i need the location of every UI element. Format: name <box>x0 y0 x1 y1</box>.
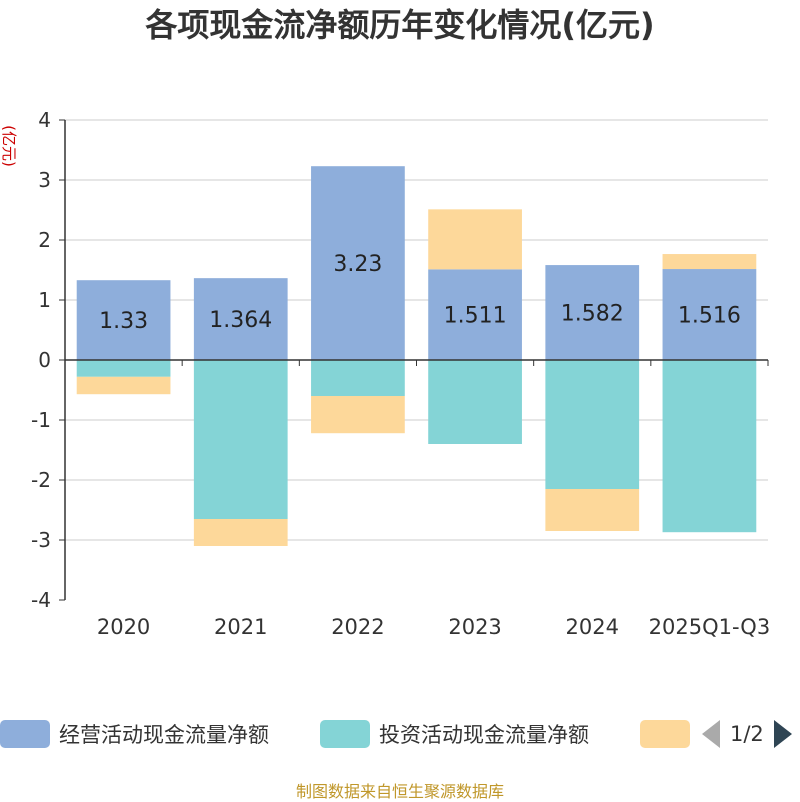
x-tick-label: 2025Q1-Q3 <box>649 615 771 639</box>
bar-operating-3[interactable] <box>428 269 522 360</box>
y-axis-label: (亿元) <box>0 125 18 167</box>
x-tick-label: 2021 <box>214 615 267 639</box>
x-tick-label: 2023 <box>448 615 501 639</box>
bar-operating-5[interactable] <box>662 269 757 360</box>
legend-next-page-icon[interactable] <box>773 720 792 748</box>
y-tick-label: 2 <box>38 228 51 252</box>
bar-investing-4[interactable] <box>545 360 640 489</box>
grid-layer <box>65 119 768 541</box>
legend-label-investing: 投资活动现金流量净额 <box>379 723 589 747</box>
y-tick-label: 3 <box>38 168 51 192</box>
y-tick-label: 1 <box>38 288 51 312</box>
legend-swatch-financing <box>640 720 690 748</box>
data-label-operating-5: 1.516 <box>678 304 741 329</box>
data-label-operating-3: 1.511 <box>444 304 507 329</box>
data-label-operating-2: 3.23 <box>333 252 382 277</box>
axis-layer: 4 3 2 1 0 -1 -2 -3 -4 2020 2021 2022 2023 2024 2025Q1-… <box>31 108 770 639</box>
bar-financing-1[interactable] <box>193 519 288 546</box>
y-tick-label: -3 <box>31 528 51 552</box>
labels-layer: 1.33 1.364 3.23 1.511 1.582 1.516 <box>99 252 741 334</box>
bar-investing-1[interactable] <box>193 360 288 519</box>
legend-item-financing[interactable] <box>640 716 690 752</box>
bar-financing-3[interactable] <box>428 209 522 270</box>
x-tick-label: 2020 <box>97 615 150 639</box>
chart-canvas: 各项现金流净额历年变化情况(亿元) (亿元) 4 3 2 1 0 -1 -2 -3 -4 2020… <box>0 6 770 639</box>
legend-swatch-operating <box>0 720 50 748</box>
y-tick-label: 0 <box>38 348 51 372</box>
bar-investing-0[interactable] <box>76 360 171 377</box>
bar-financing-0[interactable] <box>76 376 171 395</box>
data-label-operating-1: 1.364 <box>209 308 272 333</box>
y-tick-label: 4 <box>38 108 51 132</box>
legend: 经营活动现金流量净额 投资活动现金流量净额 1/2 <box>0 716 800 752</box>
y-tick-label: -2 <box>31 468 51 492</box>
bar-operating-1[interactable] <box>193 278 288 360</box>
legend-pager: 1/2 <box>702 716 792 752</box>
bar-investing-2[interactable] <box>311 360 405 396</box>
bar-investing-3[interactable] <box>428 360 522 444</box>
legend-label-operating: 经营活动现金流量净额 <box>59 723 269 747</box>
x-tick-label: 2022 <box>331 615 384 639</box>
legend-prev-page-icon[interactable] <box>702 720 720 748</box>
x-tick-label: 2024 <box>566 615 619 639</box>
bar-financing-4[interactable] <box>545 489 640 531</box>
legend-page-indicator: 1/2 <box>730 722 764 746</box>
data-label-operating-4: 1.582 <box>561 302 624 327</box>
bar-operating-0[interactable] <box>76 280 171 360</box>
bar-operating-2[interactable] <box>311 166 405 360</box>
bar-operating-4[interactable] <box>545 265 640 360</box>
bars-layer <box>76 166 757 546</box>
bar-financing-5[interactable] <box>662 254 757 270</box>
chart-title: 各项现金流净额历年变化情况(亿元) <box>145 6 654 44</box>
data-label-operating-0: 1.33 <box>99 309 148 334</box>
bar-financing-2[interactable] <box>311 396 405 434</box>
y-tick-label: -1 <box>31 408 51 432</box>
bar-investing-5[interactable] <box>662 360 757 533</box>
legend-item-operating[interactable]: 经营活动现金流量净额 <box>0 716 269 752</box>
y-tick-label: -4 <box>31 588 51 612</box>
legend-item-investing[interactable]: 投资活动现金流量净额 <box>320 716 589 752</box>
source-footer: 制图数据来自恒生聚源数据库 <box>295 782 504 801</box>
legend-swatch-investing <box>320 720 370 748</box>
